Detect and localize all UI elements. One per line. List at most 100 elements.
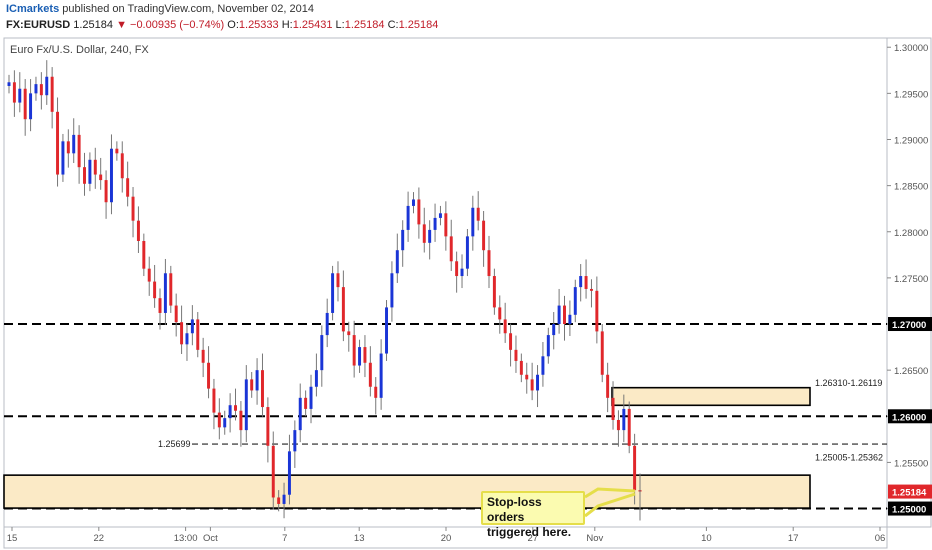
candle-body xyxy=(487,250,491,277)
candle-body xyxy=(530,379,534,391)
candle-body xyxy=(309,386,313,409)
candle-body xyxy=(347,331,351,336)
candle-body xyxy=(379,353,383,398)
candle-body xyxy=(433,217,437,230)
candle-body xyxy=(66,141,70,154)
candle-body xyxy=(12,82,16,103)
candle-body xyxy=(180,322,184,345)
candle-body xyxy=(190,319,194,334)
open-value: 1.25333 xyxy=(238,19,279,31)
candle-body xyxy=(633,445,637,491)
level-price-label: 1.25000 xyxy=(892,505,926,516)
candle-body xyxy=(438,213,442,218)
candle-body xyxy=(93,159,97,175)
candle-body xyxy=(61,141,65,175)
y-tick-label: 1.26500 xyxy=(894,366,928,377)
candle-body xyxy=(174,305,178,323)
candle-body xyxy=(196,319,200,350)
plot-frame xyxy=(3,37,888,528)
price-axis xyxy=(886,37,932,528)
candle-body xyxy=(50,76,54,112)
candle-body xyxy=(606,374,610,398)
candle-body xyxy=(600,331,604,375)
candle-body xyxy=(476,207,480,221)
candle-body xyxy=(579,276,583,288)
low-value: 1.25184 xyxy=(344,19,385,31)
candle-body xyxy=(498,307,502,320)
candle-body xyxy=(611,397,615,420)
candle-body xyxy=(627,408,631,446)
candle-body xyxy=(77,134,81,168)
x-tick-label: Oct xyxy=(203,533,218,544)
candle-body xyxy=(34,84,38,94)
candle-body xyxy=(320,335,324,371)
candle-body xyxy=(514,349,518,361)
candle-body xyxy=(104,180,108,203)
level-price-tag xyxy=(888,501,932,516)
publisher-link[interactable]: ICmarkets xyxy=(6,3,60,15)
x-tick-label: 27 xyxy=(528,533,539,544)
level-price-label: 1.27000 xyxy=(892,320,926,331)
last-price: 1.25184 xyxy=(73,19,113,31)
candle-body xyxy=(266,407,270,446)
x-tick-label: 13:00 xyxy=(174,533,198,544)
candle-body xyxy=(142,240,146,269)
open-label: O: xyxy=(227,19,239,31)
last-price-label: 1.25184 xyxy=(892,488,927,499)
candle-body xyxy=(460,268,464,277)
candle-body xyxy=(546,335,550,357)
candle-body xyxy=(509,333,513,350)
candle-body xyxy=(45,76,49,96)
down-arrow-icon: ▼ xyxy=(116,19,127,31)
price-change: −0.00935 (−0.74%) xyxy=(130,19,225,31)
candle-body xyxy=(56,111,60,175)
candle-body xyxy=(536,374,540,391)
candle-body xyxy=(271,445,275,498)
candle-body xyxy=(573,287,577,315)
candle-body xyxy=(563,305,566,325)
candle-body xyxy=(72,134,76,154)
y-tick-label: 1.30000 xyxy=(894,43,928,54)
candle-body xyxy=(568,314,572,325)
x-tick-label: 22 xyxy=(94,533,105,544)
candle-body xyxy=(358,347,362,366)
candle-body xyxy=(363,347,367,363)
y-tick-label: 1.29000 xyxy=(894,135,928,146)
candle-body xyxy=(120,153,124,179)
x-tick-label: 13 xyxy=(354,533,365,544)
candle-body xyxy=(482,220,486,251)
candle-body xyxy=(169,273,173,306)
candle-body xyxy=(23,88,27,120)
candle-body xyxy=(449,236,453,262)
symbol-name[interactable]: FX:EURUSD xyxy=(6,19,71,31)
level-price-tag xyxy=(888,409,932,424)
candle-body xyxy=(471,207,475,237)
candle-body xyxy=(541,356,545,375)
candle-body xyxy=(395,250,399,274)
candle-body xyxy=(153,281,157,299)
close-value: 1.25184 xyxy=(398,19,439,31)
candle-body xyxy=(7,82,11,86)
x-tick-label: 10 xyxy=(701,533,712,544)
published-text: published on TradingView.com, November 0… xyxy=(62,3,314,15)
candle-body xyxy=(39,84,43,96)
close-label: C: xyxy=(387,19,399,31)
candle-body xyxy=(595,290,599,332)
candle-body xyxy=(616,419,620,431)
candle-body xyxy=(519,360,523,375)
candle-body xyxy=(589,288,593,291)
candle-body xyxy=(325,312,329,336)
y-tick-label: 1.25500 xyxy=(894,458,928,469)
candle-body xyxy=(336,273,340,288)
annotation-pointer xyxy=(584,492,636,518)
candle-body xyxy=(126,178,130,197)
candle-body xyxy=(185,333,189,345)
chart-title: Euro Fx/U.S. Dollar, 240, FX xyxy=(10,44,149,56)
candle-body xyxy=(163,273,167,313)
candle-body xyxy=(234,405,237,411)
candle-body xyxy=(147,268,151,282)
x-tick-label: 17 xyxy=(788,533,799,544)
candle-body xyxy=(88,159,92,184)
candle-body xyxy=(109,148,113,203)
